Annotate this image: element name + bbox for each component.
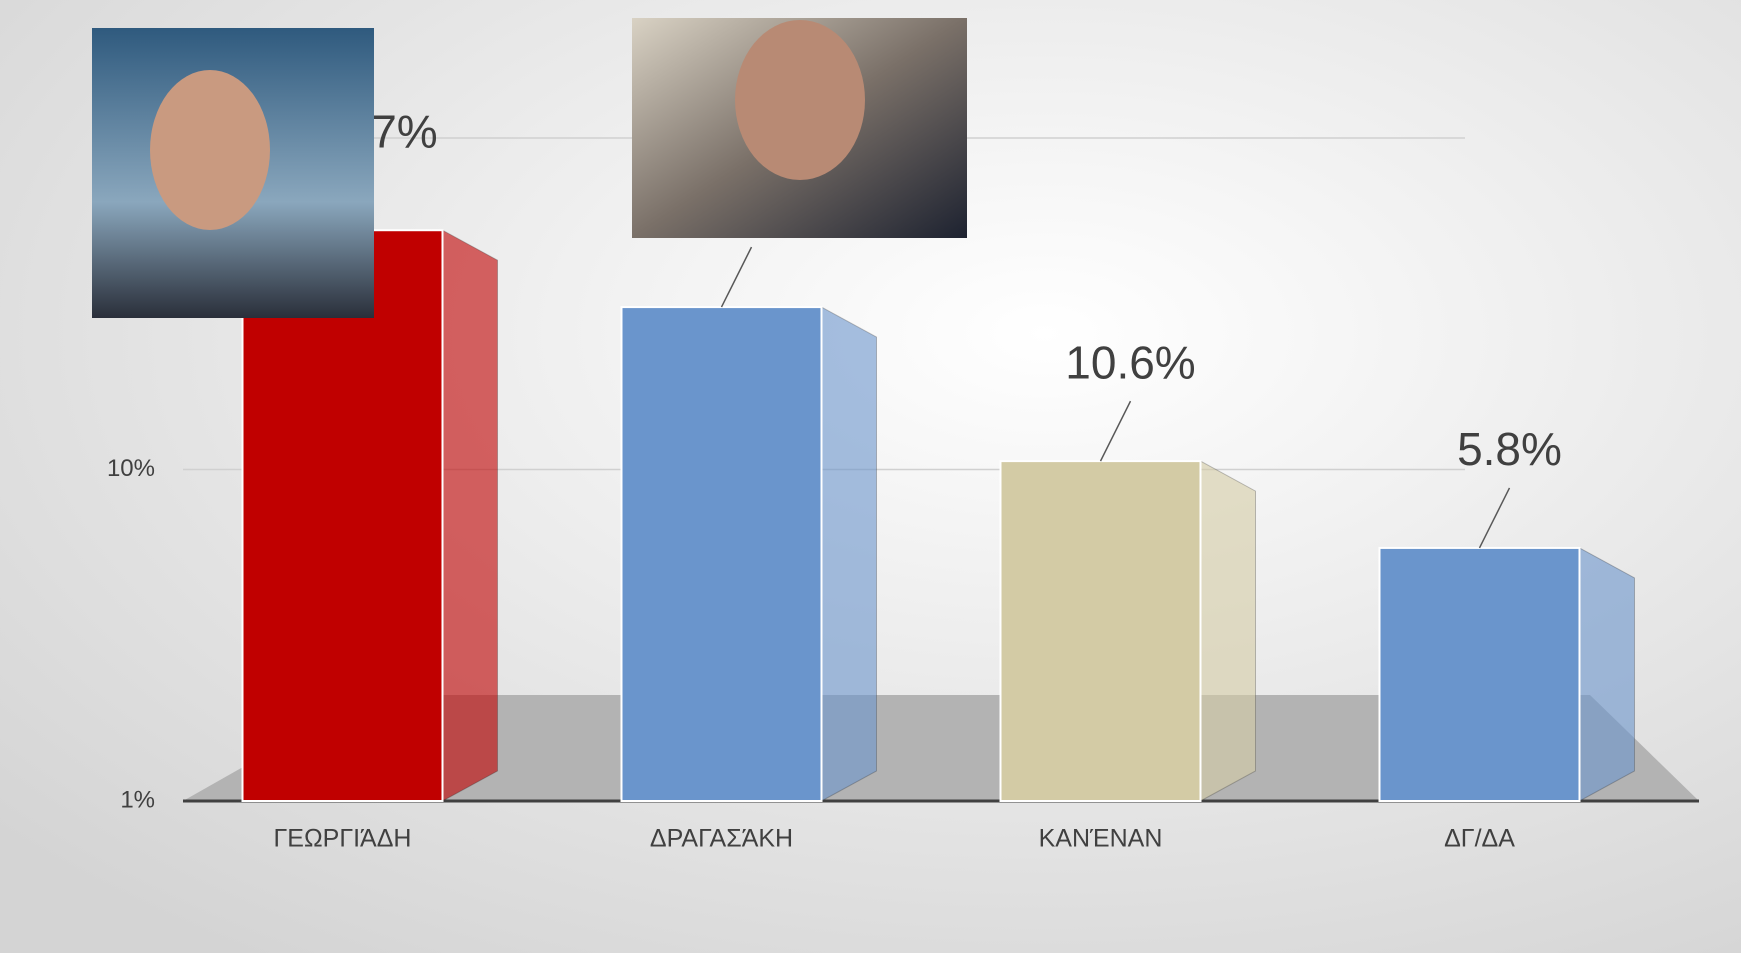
x-tick-label: ΓΕΩΡΓΙΆΔΗ (274, 825, 412, 853)
value-label: 10.6% (1065, 336, 1195, 388)
photo-face (150, 70, 270, 230)
chart: 1%10%100%ΓΕΩΡΓΙΆΔΗ52.7%ΔΡΑΓΑΣΆΚΗ30.9%ΚΑΝ… (0, 0, 1741, 953)
bar-side (822, 307, 877, 801)
y-tick-label: 10% (107, 455, 155, 482)
bar-side (443, 230, 498, 801)
x-tick-label: ΔΡΑΓΑΣΆΚΗ (650, 825, 793, 853)
x-tick-label: ΚΑΝΈΝΑΝ (1039, 825, 1163, 853)
bar (1380, 548, 1580, 801)
bar-side (1201, 461, 1256, 801)
value-label: 5.8% (1457, 423, 1562, 475)
bar (1001, 461, 1201, 801)
bar (622, 307, 822, 801)
x-tick-label: ΔΓ/ΔΑ (1444, 825, 1515, 853)
page: 1%10%100%ΓΕΩΡΓΙΆΔΗ52.7%ΔΡΑΓΑΣΆΚΗ30.9%ΚΑΝ… (0, 0, 1741, 953)
photo-face (735, 20, 865, 180)
bar-side (1580, 548, 1635, 801)
y-tick-label: 1% (120, 786, 155, 813)
